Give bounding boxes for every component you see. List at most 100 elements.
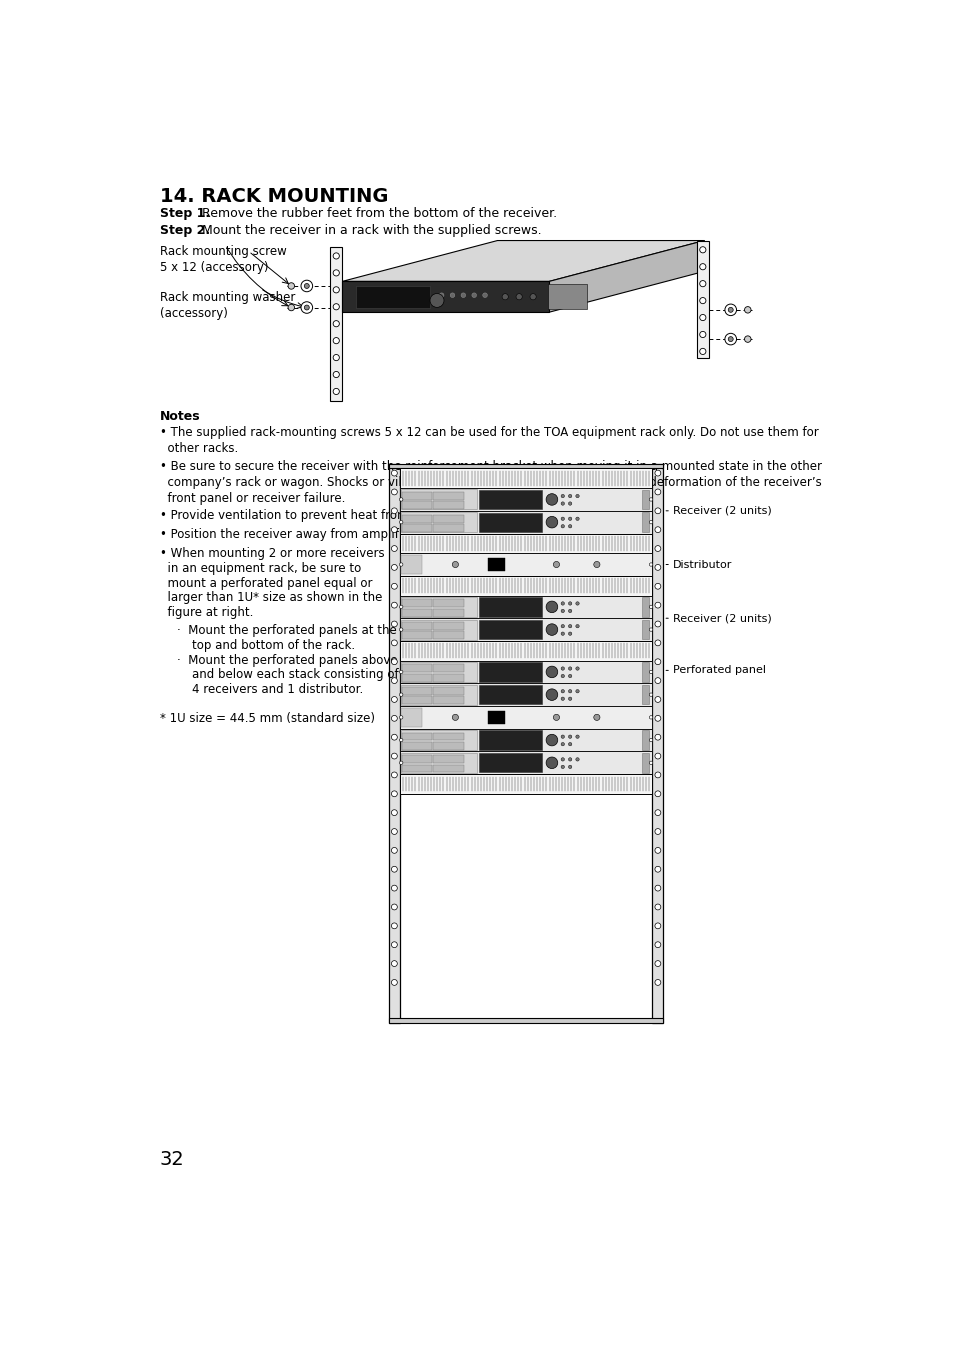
Circle shape: [452, 562, 458, 567]
Circle shape: [568, 765, 571, 768]
Circle shape: [391, 621, 396, 626]
Circle shape: [288, 282, 294, 289]
Bar: [433, 733, 463, 740]
Text: Step 2.: Step 2.: [159, 224, 210, 236]
Bar: [433, 755, 463, 763]
Circle shape: [530, 294, 536, 300]
Text: • Provide ventilation to prevent heat from accumulating inside the rack.: • Provide ventilation to prevent heat fr…: [159, 509, 586, 522]
Bar: [400, 597, 476, 617]
Bar: [641, 513, 649, 532]
Bar: [400, 753, 476, 772]
Circle shape: [699, 247, 705, 252]
Bar: [399, 706, 652, 729]
Circle shape: [568, 525, 571, 528]
Circle shape: [560, 690, 564, 693]
Circle shape: [655, 470, 660, 477]
Circle shape: [655, 791, 660, 796]
Text: • When mounting 2 or more receivers: • When mounting 2 or more receivers: [159, 547, 384, 560]
Bar: [400, 730, 476, 751]
Bar: [401, 555, 421, 574]
Bar: [399, 683, 652, 706]
Circle shape: [399, 605, 402, 609]
Bar: [399, 510, 652, 533]
Circle shape: [553, 562, 559, 567]
Circle shape: [391, 867, 396, 872]
Circle shape: [516, 294, 521, 300]
Circle shape: [399, 693, 402, 697]
Circle shape: [391, 697, 396, 702]
Circle shape: [391, 886, 396, 891]
Circle shape: [568, 502, 571, 505]
Circle shape: [545, 624, 558, 636]
Text: Receiver (2 units): Receiver (2 units): [672, 506, 771, 516]
Circle shape: [727, 336, 733, 342]
Bar: [400, 512, 476, 532]
Bar: [433, 501, 463, 509]
Bar: [401, 755, 432, 763]
Bar: [399, 752, 652, 774]
Bar: [478, 684, 541, 705]
Bar: [400, 684, 476, 705]
Text: • The supplied rack-mounting screws 5 x 12 can be used for the TOA equipment rac: • The supplied rack-mounting screws 5 x …: [159, 427, 818, 455]
Bar: [433, 664, 463, 672]
Bar: [488, 710, 505, 724]
Bar: [401, 697, 432, 705]
Bar: [401, 501, 432, 509]
Bar: [356, 286, 430, 308]
Circle shape: [333, 355, 339, 360]
Text: Remove the rubber feet from the bottom of the receiver.: Remove the rubber feet from the bottom o…: [198, 207, 557, 220]
Text: and below each stack consisting of: and below each stack consisting of: [176, 668, 397, 682]
Bar: [401, 609, 432, 617]
Circle shape: [699, 263, 705, 270]
Circle shape: [655, 772, 660, 778]
Bar: [641, 753, 649, 772]
Text: top and bottom of the rack.: top and bottom of the rack.: [176, 639, 355, 652]
Circle shape: [430, 293, 443, 308]
Circle shape: [391, 961, 396, 967]
Bar: [641, 684, 649, 705]
Circle shape: [391, 526, 396, 533]
Circle shape: [568, 625, 571, 628]
Bar: [399, 595, 652, 618]
Circle shape: [649, 628, 652, 632]
Bar: [433, 524, 463, 532]
Circle shape: [576, 602, 578, 605]
Bar: [641, 620, 649, 640]
Circle shape: [399, 628, 402, 632]
Circle shape: [560, 757, 564, 761]
Text: * 1U size = 44.5 mm (standard size): * 1U size = 44.5 mm (standard size): [159, 711, 375, 725]
Circle shape: [288, 304, 294, 310]
Circle shape: [576, 667, 578, 670]
Circle shape: [333, 304, 339, 310]
Bar: [696, 240, 708, 358]
Bar: [478, 597, 541, 617]
Circle shape: [655, 545, 660, 551]
Circle shape: [391, 659, 396, 664]
Circle shape: [568, 494, 571, 498]
Circle shape: [649, 563, 652, 566]
Circle shape: [699, 331, 705, 338]
Circle shape: [655, 753, 660, 759]
Circle shape: [333, 389, 339, 394]
Bar: [641, 490, 649, 509]
Text: Perforated panel: Perforated panel: [672, 666, 765, 675]
Circle shape: [501, 294, 508, 300]
Circle shape: [576, 517, 578, 521]
Circle shape: [439, 293, 443, 297]
Bar: [399, 576, 652, 595]
Circle shape: [576, 690, 578, 693]
Circle shape: [391, 489, 396, 495]
Circle shape: [333, 252, 339, 259]
Circle shape: [391, 583, 396, 589]
Circle shape: [560, 765, 564, 768]
Circle shape: [560, 525, 564, 528]
Bar: [399, 641, 652, 660]
Bar: [433, 514, 463, 522]
Text: Notes: Notes: [159, 410, 200, 423]
Text: figure at right.: figure at right.: [159, 606, 253, 620]
Bar: [401, 514, 432, 522]
Circle shape: [655, 602, 660, 608]
Circle shape: [301, 281, 313, 292]
Circle shape: [649, 670, 652, 674]
Bar: [401, 764, 432, 772]
